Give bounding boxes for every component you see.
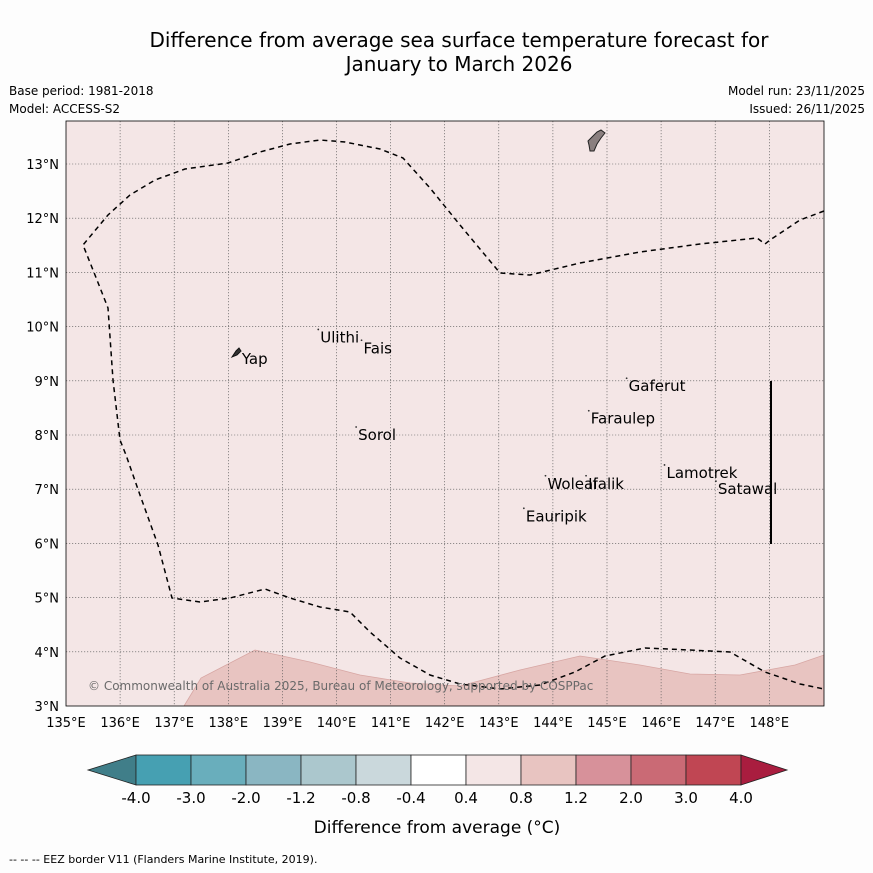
eez-border xyxy=(82,139,825,690)
colorbar-tick-label: -4.0 xyxy=(121,789,150,807)
lat-tick-label: 6°N xyxy=(35,537,60,552)
guam-island xyxy=(587,129,606,152)
colorbar-swatch xyxy=(135,754,192,786)
map-frame xyxy=(65,120,825,707)
lat-tick-label: 5°N xyxy=(35,592,60,607)
colorbar-tick-label: 1.2 xyxy=(564,789,588,807)
latitude-labels: 3°N 4°N 5°N 6°N 7°N 8°N 9°N 10°N 11°N 12°N 13°N xyxy=(26,158,59,715)
colorbar-tick-label: -0.8 xyxy=(341,789,370,807)
model-run: Model run: 23/11/2025 xyxy=(727,84,865,98)
colorbar-tick-label: -2.0 xyxy=(231,789,260,807)
lon-tick-label: 145°E xyxy=(587,716,627,731)
place-label-ifalik: Ifalik xyxy=(588,475,624,493)
colorbar-tick-label: 3.0 xyxy=(674,789,698,807)
lon-tick-label: 135°E xyxy=(46,716,86,731)
meta-left: Base period: 1981-2018 Model: ACCESS-S2 xyxy=(9,82,154,118)
lat-tick-label: 10°N xyxy=(26,321,59,336)
footer-note: -- -- -- EEZ border V11 (Flanders Marine… xyxy=(9,853,318,866)
lon-tick-label: 142°E xyxy=(425,716,465,731)
colorbar-tick-label: 4.0 xyxy=(729,789,753,807)
place-label-faraulep: Faraulep xyxy=(591,410,655,428)
colorbar-label: Difference from average (°C) xyxy=(314,818,561,838)
place-label-gaferut: Gaferut xyxy=(629,377,686,395)
place-label-fais: Fais xyxy=(364,339,393,357)
colorbar-swatch xyxy=(245,754,302,786)
colorbar-swatch xyxy=(410,754,467,786)
place-marker xyxy=(522,507,525,510)
colorbar-tick-label: -3.0 xyxy=(176,789,205,807)
colorbar-swatch xyxy=(300,754,357,786)
lat-tick-label: 3°N xyxy=(35,700,60,715)
place-label-satawal: Satawal xyxy=(718,480,777,498)
lon-tick-label: 147°E xyxy=(695,716,735,731)
copyright-text: © Commonwealth of Australia 2025, Bureau… xyxy=(88,679,593,693)
lon-tick-label: 141°E xyxy=(371,716,411,731)
lat-tick-label: 8°N xyxy=(35,429,60,444)
longitude-labels: 135°E 136°E 137°E 138°E 139°E 140°E 141°E 142°E… xyxy=(46,716,789,731)
lon-tick-label: 139°E xyxy=(263,716,303,731)
chart-title: Difference from average sea surface temp… xyxy=(0,28,873,76)
place-marker xyxy=(663,464,666,466)
colorbar-tick-label: -0.4 xyxy=(396,789,425,807)
title-line-2: January to March 2026 xyxy=(345,52,573,76)
colorbar-swatch xyxy=(190,754,247,786)
place-label-eauripik: Eauripik xyxy=(526,507,587,525)
colorbar-swatch xyxy=(520,754,577,786)
place-label-woleai: Woleai xyxy=(547,475,597,493)
lat-tick-label: 13°N xyxy=(26,158,59,173)
lat-tick-label: 4°N xyxy=(35,646,60,661)
place-marker xyxy=(587,409,590,412)
yap-island xyxy=(230,347,242,359)
lon-tick-label: 144°E xyxy=(533,716,573,731)
colorbar-swatch xyxy=(355,754,412,786)
lat-tick-label: 12°N xyxy=(26,212,59,227)
colorbar-swatch xyxy=(685,754,742,786)
colorbar-tick-label: -1.2 xyxy=(286,789,315,807)
lon-tick-label: 146°E xyxy=(641,716,681,731)
gridlines xyxy=(66,121,824,706)
lon-tick-label: 140°E xyxy=(317,716,357,731)
colorbar-extend-low xyxy=(86,754,137,786)
lat-tick-label: 7°N xyxy=(35,483,60,498)
colorbar: -4.0 -3.0 -2.0 -1.2 -0.8 -0.4 0.4 0.8 1.2 2.0 3.0 4… xyxy=(86,754,789,807)
lon-tick-label: 148°E xyxy=(750,716,790,731)
lat-tick-label: 9°N xyxy=(35,375,60,390)
lat-tick-label: 11°N xyxy=(26,266,59,281)
lon-tick-label: 136°E xyxy=(100,716,140,731)
base-period: Base period: 1981-2018 xyxy=(9,84,154,98)
colorbar-tick-label: 0.8 xyxy=(509,789,533,807)
place-label-ulithi: Ulithi xyxy=(320,328,359,346)
place-marker xyxy=(715,480,717,483)
place-marker xyxy=(360,339,363,342)
place-marker xyxy=(625,377,628,380)
lon-tick-label: 138°E xyxy=(209,716,249,731)
colorbar-extend-high xyxy=(740,754,789,786)
meta-right: Model run: 23/11/2025 Issued: 26/11/2025 xyxy=(728,82,865,118)
place-marker xyxy=(544,474,547,477)
colorbar-tick-label: 2.0 xyxy=(619,789,643,807)
place-marker xyxy=(585,474,587,477)
colorbar-swatch xyxy=(465,754,522,786)
place-marker xyxy=(317,328,320,331)
place-label-sorol: Sorol xyxy=(358,426,396,444)
place-labels: Ulithi Fais Yap Gaferut Faraulep Sorol Lamotre… xyxy=(238,328,777,525)
lon-tick-label: 143°E xyxy=(479,716,519,731)
place-marker xyxy=(238,350,241,353)
place-label-yap: Yap xyxy=(241,350,268,368)
colorbar-swatch xyxy=(630,754,687,786)
colorbar-tick-label: 0.4 xyxy=(454,789,478,807)
place-marker xyxy=(355,426,358,428)
title-line-1: Difference from average sea surface temp… xyxy=(149,28,769,52)
model-name: Model: ACCESS-S2 xyxy=(9,102,121,116)
issued-date: Issued: 26/11/2025 xyxy=(749,102,865,116)
colorbar-swatch xyxy=(575,754,632,786)
place-label-lamotrek: Lamotrek xyxy=(667,464,738,482)
lon-tick-label: 137°E xyxy=(154,716,194,731)
